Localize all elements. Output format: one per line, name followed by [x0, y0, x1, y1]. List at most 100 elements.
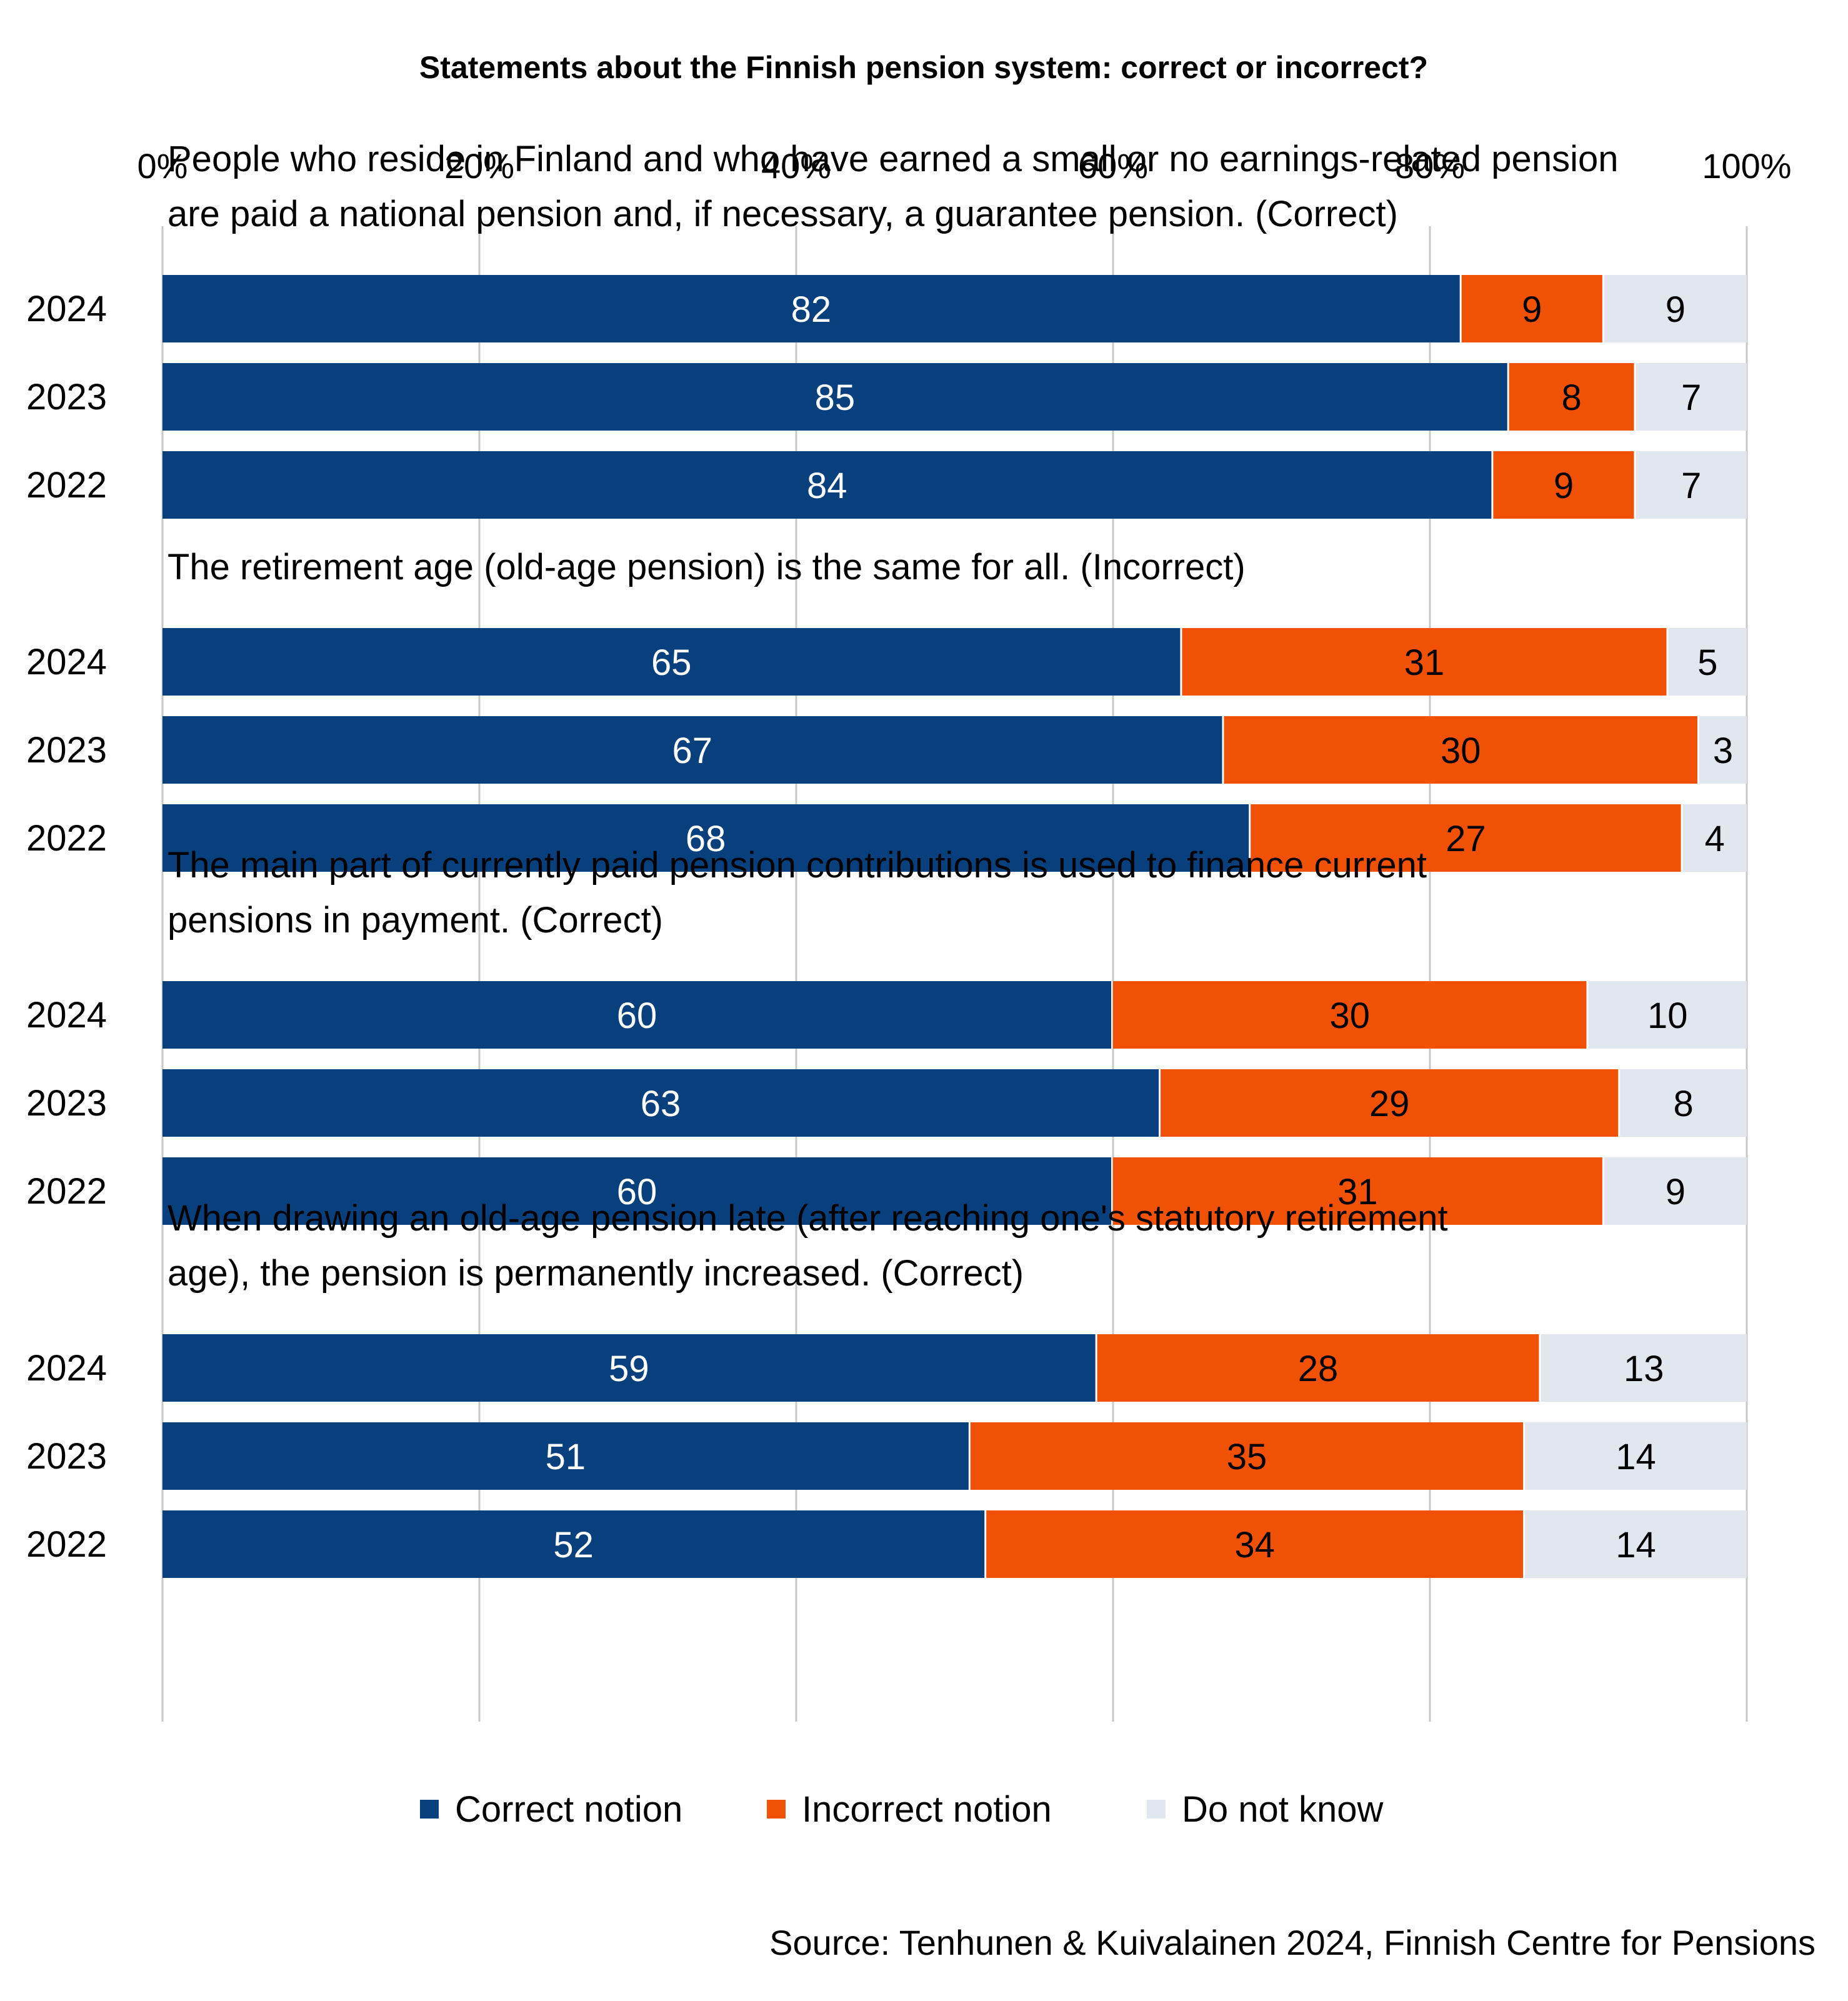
statement-label: People who reside in Finland and who hav…	[167, 139, 1618, 179]
legend-swatch	[1147, 1800, 1166, 1819]
data-label: 9	[1666, 1172, 1686, 1212]
year-label: 2022	[26, 1171, 107, 1212]
year-label: 2024	[26, 289, 107, 329]
x-tick-label: 60%	[1078, 146, 1148, 186]
year-label: 2023	[26, 730, 107, 771]
bar-correct	[162, 275, 1460, 342]
data-label: 8	[1562, 377, 1582, 418]
year-label: 2023	[26, 1436, 107, 1477]
legend: Correct notion Incorrect notion Do not kno…	[420, 1789, 1384, 1830]
x-tick-label: 20%	[444, 146, 514, 186]
data-label: 65	[651, 642, 692, 683]
data-label: 3	[1713, 731, 1733, 771]
statement-groups: People who reside in Finland and who hav…	[26, 139, 1747, 1578]
bar-incorrect	[1224, 716, 1697, 784]
gridlines	[161, 226, 1748, 1722]
statement-label: pensions in payment. (Correct)	[167, 900, 663, 941]
statement-label: The retirement age (old-age pension) is …	[167, 547, 1246, 587]
bar-dontknow	[1588, 981, 1747, 1049]
data-label: 35	[1227, 1437, 1267, 1477]
data-label: 30	[1329, 996, 1370, 1036]
data-label: 8	[1673, 1084, 1693, 1124]
chart-title: Statements about the Finnish pension sys…	[419, 50, 1428, 85]
bar-dontknow	[1525, 1422, 1747, 1490]
bar-row: 2022 68 27 4	[26, 804, 1747, 872]
data-label: 31	[1337, 1172, 1378, 1212]
data-label: 60	[617, 996, 657, 1036]
data-label: 34	[1234, 1525, 1275, 1565]
bar-correct	[162, 716, 1222, 784]
data-label: 63	[641, 1084, 681, 1124]
bar-row: 2022 52 34 14	[26, 1510, 1747, 1578]
data-label: 7	[1681, 377, 1701, 418]
year-label: 2024	[26, 1348, 107, 1389]
bar-incorrect	[1113, 981, 1587, 1049]
data-label: 52	[553, 1525, 594, 1565]
legend-swatch	[767, 1800, 786, 1819]
data-label: 59	[609, 1349, 649, 1389]
bar-dontknow	[1682, 804, 1747, 872]
bar-correct	[162, 1334, 1096, 1402]
bar-row: 2024 65 31 5	[26, 628, 1747, 696]
bar-correct	[162, 1157, 1111, 1225]
bar-dontknow	[1699, 716, 1747, 784]
data-label: 9	[1666, 289, 1686, 330]
source-note: Source: Tenhunen & Kuivalainen 2024, Fin…	[769, 1923, 1816, 1962]
statement-group: The main part of currently paid pension …	[26, 845, 1747, 1225]
data-label: 9	[1522, 289, 1542, 330]
bar-correct	[162, 1069, 1159, 1137]
bar-row: 2024 82 9 9	[26, 275, 1747, 342]
data-label: 67	[672, 731, 712, 771]
legend-item: Correct notion	[420, 1789, 682, 1830]
statement-label: age), the pension is permanently increas…	[167, 1253, 1024, 1294]
bar-incorrect	[970, 1422, 1524, 1490]
bar-dontknow	[1604, 1157, 1747, 1225]
bar-correct	[162, 1510, 985, 1578]
x-tick-label: 80%	[1395, 146, 1465, 186]
data-label: 51	[546, 1437, 586, 1477]
data-label: 14	[1616, 1437, 1656, 1477]
data-label: 7	[1681, 466, 1701, 506]
bar-incorrect	[1461, 275, 1602, 342]
data-label: 84	[807, 466, 847, 506]
x-tick-label: 40%	[761, 146, 831, 186]
bar-dontknow	[1636, 451, 1747, 519]
data-label: 5	[1697, 642, 1717, 683]
bar-row: 2022 84 9 7	[26, 451, 1747, 519]
year-label: 2023	[26, 377, 107, 417]
x-axis-ticks: 0% 20% 40% 60% 80% 100%	[137, 146, 1792, 186]
x-tick-label: 100%	[1702, 146, 1791, 186]
bar-row: 2023 51 35 14	[26, 1422, 1747, 1490]
legend-label: Incorrect notion	[802, 1789, 1052, 1830]
year-label: 2022	[26, 1524, 107, 1565]
legend-label: Correct notion	[455, 1789, 682, 1830]
data-label: 9	[1554, 466, 1574, 506]
statement-label: The main part of currently paid pension …	[167, 845, 1427, 886]
legend-label: Do not know	[1182, 1789, 1384, 1830]
bar-correct	[162, 451, 1492, 519]
legend-item: Incorrect notion	[767, 1789, 1052, 1830]
data-label: 60	[617, 1172, 657, 1212]
statement-group: The retirement age (old-age pension) is …	[26, 547, 1747, 872]
bar-dontknow	[1668, 628, 1747, 696]
bar-incorrect	[1251, 804, 1681, 872]
bar-row: 2023 85 8 7	[26, 363, 1747, 431]
bar-incorrect	[1509, 363, 1634, 431]
bar-dontknow	[1525, 1510, 1747, 1578]
bar-row: 2023 63 29 8	[26, 1069, 1747, 1137]
bar-correct	[162, 363, 1507, 431]
bar-dontknow	[1604, 275, 1747, 342]
data-label: 14	[1616, 1525, 1656, 1565]
bar-correct	[162, 981, 1111, 1049]
data-label: 68	[686, 819, 726, 859]
bar-row: 2023 67 30 3	[26, 716, 1747, 784]
legend-item: Do not know	[1147, 1789, 1384, 1830]
year-label: 2023	[26, 1083, 107, 1124]
bar-incorrect	[1097, 1334, 1539, 1402]
data-label: 30	[1441, 731, 1481, 771]
bar-incorrect	[1113, 1157, 1602, 1225]
statement-group: People who reside in Finland and who hav…	[26, 139, 1747, 519]
year-label: 2024	[26, 995, 107, 1035]
